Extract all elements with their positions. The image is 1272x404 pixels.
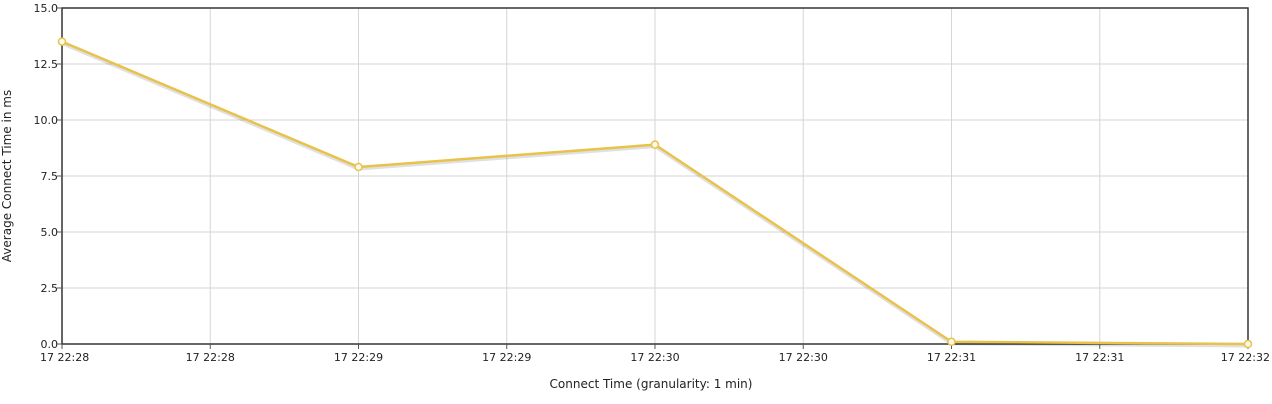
data-point [354,162,363,172]
data-point [650,140,660,149]
data-point [57,37,67,46]
y-tick-label: 2.5 [41,282,59,295]
x-tick-label: 17 22:30 [630,351,679,364]
y-tick-label: 7.5 [41,170,59,183]
x-tick-label: 17 22:30 [779,351,828,364]
x-tick-label: 17 22:28 [186,351,235,364]
grid [61,7,1249,345]
data-point [947,337,956,347]
y-tick-label: 12.5 [34,58,59,71]
y-tick-label: 10.0 [34,114,59,127]
data-point [1243,339,1253,349]
y-axis-title: Average Connect Time in ms [0,90,14,262]
x-tick-label: 17 22:31 [927,351,976,364]
x-tick-label: 17 22:29 [482,351,531,364]
y-tick-label: 0.0 [41,338,59,351]
x-tick-label: 17 22:28 [40,351,89,364]
y-axis-ticks: 0.0 2.5 5.0 7.5 10.0 12.5 15.0 [34,2,62,351]
x-tick-label: 17 22:32 [1221,351,1270,364]
series-layer [57,37,1253,349]
x-tick-label: 17 22:31 [1075,351,1124,364]
x-axis-title: Connect Time (granularity: 1 min) [550,377,753,391]
y-tick-label: 15.0 [34,2,59,15]
y-tick-label: 5.0 [41,226,59,239]
x-tick-label: 17 22:29 [334,351,383,364]
x-axis-ticks: 17 22:28 17 22:28 17 22:29 17 22:29 17 22:30… [40,344,1270,364]
